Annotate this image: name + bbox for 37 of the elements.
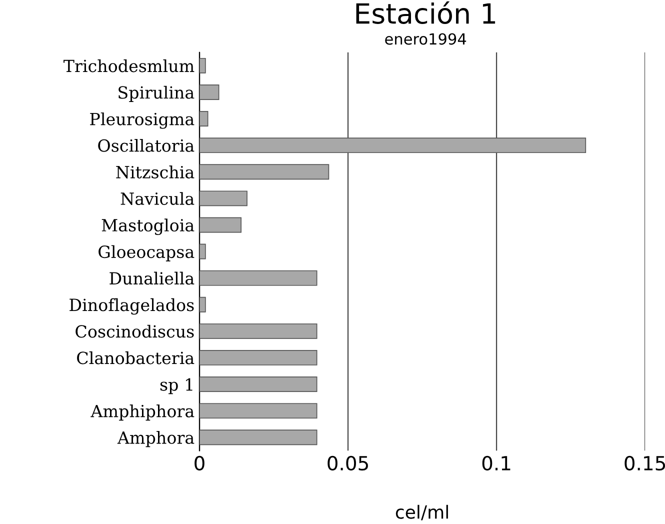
bar	[200, 403, 318, 419]
bar	[200, 323, 318, 339]
y-tick-label: Pleurosigma	[90, 112, 194, 129]
bar	[200, 244, 206, 260]
x-axis-title: cel/ml	[396, 504, 448, 520]
y-tick-label: sp 1	[160, 378, 192, 394]
bar	[200, 217, 242, 233]
bar	[200, 296, 206, 312]
y-tick-label: Coscinodiscus	[76, 324, 194, 338]
y-tick-label: Oscillatoria	[98, 138, 194, 152]
chart-subtitle: enero1994	[385, 33, 466, 45]
x-tick-label: 0.1	[482, 456, 510, 471]
bar	[200, 84, 220, 100]
y-tick-label: Dinoflagelados	[70, 298, 194, 315]
y-tick-label: Spirulina	[118, 86, 194, 102]
x-tick-label: 0.05	[328, 456, 368, 471]
bar	[200, 58, 206, 74]
bar	[200, 430, 318, 446]
x-tick-label: 0	[194, 456, 204, 471]
y-tick-label: Navicula	[120, 192, 194, 205]
y-tick-label: Nitzschia	[116, 166, 194, 178]
x-tick-label: 0.15	[624, 456, 665, 471]
y-tick-label: Amphora	[117, 431, 194, 448]
y-tick-label: Dunaliella	[110, 272, 194, 285]
bar	[200, 270, 318, 286]
y-tick-label: Amphiphora	[90, 404, 194, 421]
bar	[200, 138, 586, 154]
y-tick-label: Trichodesmlum	[64, 59, 194, 72]
bar	[200, 350, 318, 366]
y-tick-label: Mastogloia	[102, 218, 194, 236]
y-tick-label: Clanobacteria	[77, 351, 194, 364]
chart-title: Estación 1	[356, 1, 496, 24]
bar	[200, 111, 208, 126]
y-tick-label: Gloeocapsa	[98, 245, 194, 262]
bar	[200, 164, 330, 180]
bar	[200, 190, 248, 206]
bar	[200, 376, 318, 392]
